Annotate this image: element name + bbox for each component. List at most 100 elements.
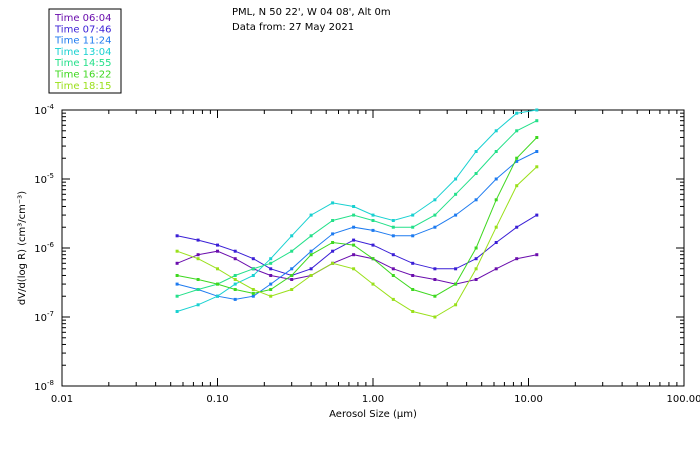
data-point bbox=[515, 159, 519, 163]
data-point bbox=[411, 310, 415, 313]
data-point bbox=[411, 261, 415, 265]
data-point bbox=[233, 249, 237, 253]
data-point bbox=[494, 225, 498, 229]
y-tick-label: 10-7 bbox=[34, 310, 54, 324]
data-point bbox=[515, 156, 519, 160]
data-point bbox=[309, 249, 313, 253]
data-point bbox=[233, 278, 237, 281]
data-point bbox=[269, 294, 273, 298]
data-point bbox=[269, 267, 273, 271]
data-point bbox=[474, 267, 478, 271]
y-tick-label-base: 10 bbox=[34, 244, 47, 255]
data-point bbox=[309, 274, 313, 277]
data-point bbox=[269, 261, 273, 265]
series-4 bbox=[175, 108, 539, 313]
data-point bbox=[331, 261, 335, 265]
data-point bbox=[290, 288, 294, 291]
data-point bbox=[352, 267, 356, 271]
data-point bbox=[175, 234, 179, 238]
data-point bbox=[391, 234, 395, 238]
data-point bbox=[251, 257, 255, 261]
data-point bbox=[175, 261, 179, 265]
data-point bbox=[433, 294, 437, 298]
data-point bbox=[233, 274, 237, 277]
legend-entry: Time 06:04 bbox=[54, 13, 111, 24]
y-tick-label: 10-5 bbox=[34, 172, 54, 186]
y-tick-label-exponent: -7 bbox=[47, 310, 54, 318]
data-point bbox=[196, 303, 200, 307]
data-point bbox=[535, 165, 539, 169]
legend-entry: Time 14:55 bbox=[54, 58, 111, 69]
data-point bbox=[352, 238, 356, 242]
x-axis-label-prefix: Aerosol Size ( bbox=[329, 409, 397, 420]
data-point bbox=[309, 267, 313, 271]
data-point bbox=[309, 213, 313, 217]
y-tick-label-exponent: -5 bbox=[47, 172, 54, 180]
data-point bbox=[290, 249, 294, 253]
y-tick-label-exponent: -8 bbox=[47, 379, 54, 387]
data-point bbox=[371, 257, 375, 261]
y-tick-label-exponent: -6 bbox=[47, 241, 55, 249]
data-point bbox=[251, 288, 255, 291]
series-5 bbox=[175, 119, 539, 298]
data-point bbox=[331, 219, 335, 222]
data-point bbox=[411, 288, 415, 291]
data-point bbox=[233, 282, 237, 286]
data-point bbox=[515, 257, 519, 261]
data-point bbox=[175, 282, 179, 286]
data-point bbox=[433, 267, 437, 271]
data-point bbox=[411, 225, 415, 229]
data-point bbox=[391, 253, 395, 257]
y-tick-label-exponent: -4 bbox=[47, 103, 55, 111]
data-point bbox=[269, 282, 273, 286]
y-tick-label-base: 10 bbox=[34, 313, 47, 324]
data-point bbox=[352, 253, 356, 257]
data-point bbox=[454, 267, 458, 271]
data-point bbox=[269, 288, 273, 291]
data-point bbox=[175, 294, 179, 298]
data-point bbox=[391, 274, 395, 277]
legend-entry: Time 11:24 bbox=[54, 36, 111, 47]
data-point bbox=[175, 274, 179, 277]
data-point bbox=[474, 198, 478, 202]
data-point bbox=[494, 177, 498, 181]
x-tick-label: 0.10 bbox=[206, 394, 228, 405]
legend-box bbox=[48, 8, 122, 94]
data-point bbox=[411, 274, 415, 277]
data-point bbox=[474, 246, 478, 250]
y-tick-label-base: 10 bbox=[34, 106, 47, 117]
series-6 bbox=[175, 136, 539, 298]
data-point bbox=[331, 201, 335, 205]
data-point bbox=[269, 257, 273, 261]
data-point bbox=[251, 291, 255, 295]
legend-entry: Time 13:04 bbox=[54, 47, 111, 58]
data-point bbox=[391, 297, 395, 301]
data-point bbox=[290, 234, 294, 238]
data-point bbox=[454, 303, 458, 307]
x-axis-label: Aerosol Size (µm) bbox=[329, 409, 417, 420]
data-point bbox=[454, 282, 458, 286]
data-point bbox=[474, 257, 478, 261]
data-point bbox=[233, 257, 237, 261]
data-point bbox=[454, 177, 458, 181]
data-point bbox=[535, 150, 539, 153]
data-point bbox=[433, 278, 437, 281]
data-point bbox=[515, 129, 519, 133]
data-point bbox=[290, 278, 294, 281]
data-point bbox=[196, 278, 200, 281]
y-tick-label: 10-6 bbox=[34, 241, 54, 255]
data-point bbox=[290, 267, 294, 271]
data-point bbox=[433, 198, 437, 202]
x-tick-label: 100.00 bbox=[667, 394, 700, 405]
x-tick-labels: 0.01 0.10 1.00 10.00 100.00 bbox=[51, 394, 700, 405]
legend-entry: Time 07:46 bbox=[54, 24, 111, 35]
series-7 bbox=[175, 165, 539, 319]
chart-title-line2: Data from: 27 May 2021 bbox=[232, 22, 354, 33]
x-tick-label: 1.00 bbox=[362, 394, 384, 405]
y-tick-label-base: 10 bbox=[34, 175, 47, 186]
data-point bbox=[494, 241, 498, 244]
data-point bbox=[331, 232, 335, 236]
data-point bbox=[309, 253, 313, 257]
